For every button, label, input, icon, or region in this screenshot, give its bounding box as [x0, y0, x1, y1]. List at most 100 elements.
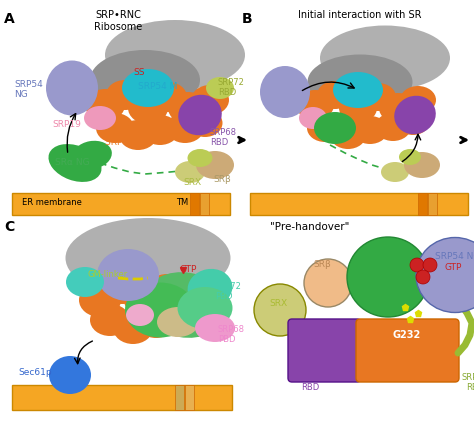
Text: SRP RNA: SRP RNA: [389, 373, 426, 382]
Ellipse shape: [147, 274, 187, 306]
Ellipse shape: [423, 258, 437, 272]
Ellipse shape: [97, 249, 159, 301]
Ellipse shape: [400, 86, 436, 114]
Ellipse shape: [105, 20, 245, 90]
Text: B: B: [242, 12, 253, 26]
Ellipse shape: [141, 115, 179, 145]
Text: SRP68
RBD: SRP68 RBD: [210, 128, 237, 148]
Bar: [12, 193, 230, 215]
Ellipse shape: [168, 284, 208, 316]
Text: SRP•RNC
Ribosome: SRP•RNC Ribosome: [94, 10, 142, 32]
Ellipse shape: [119, 120, 157, 150]
Ellipse shape: [399, 149, 421, 165]
Ellipse shape: [126, 304, 154, 326]
Ellipse shape: [102, 272, 142, 304]
Text: GTP: GTP: [180, 265, 197, 274]
Ellipse shape: [296, 90, 334, 120]
Ellipse shape: [125, 282, 195, 338]
Ellipse shape: [320, 25, 450, 90]
Ellipse shape: [333, 72, 383, 108]
Ellipse shape: [404, 152, 440, 178]
Ellipse shape: [360, 83, 396, 111]
Text: SRP54 NG: SRP54 NG: [435, 252, 474, 261]
Ellipse shape: [195, 314, 235, 342]
Ellipse shape: [352, 116, 388, 144]
Ellipse shape: [189, 280, 227, 310]
Text: "Pre-handover": "Pre-handover": [270, 222, 350, 232]
Text: SRβ: SRβ: [313, 260, 331, 269]
Ellipse shape: [113, 312, 153, 344]
Bar: [250, 193, 468, 215]
Text: Sec61p: Sec61p: [18, 368, 52, 377]
Ellipse shape: [96, 113, 134, 143]
Ellipse shape: [339, 93, 377, 123]
Ellipse shape: [49, 356, 91, 394]
Ellipse shape: [381, 162, 409, 182]
Text: SRP72
RBD: SRP72 RBD: [462, 373, 474, 392]
Text: SRβ: SRβ: [213, 175, 231, 184]
Bar: [418, 193, 427, 215]
Text: SRP72
RBD: SRP72 RBD: [218, 78, 245, 98]
Text: Initial interaction with SR: Initial interaction with SR: [298, 10, 422, 20]
Ellipse shape: [188, 109, 222, 137]
Ellipse shape: [396, 109, 429, 135]
Ellipse shape: [188, 149, 212, 167]
Ellipse shape: [314, 112, 356, 144]
Ellipse shape: [410, 258, 424, 272]
Ellipse shape: [206, 77, 234, 99]
Ellipse shape: [375, 113, 411, 141]
Text: SRα NG: SRα NG: [55, 158, 90, 167]
FancyBboxPatch shape: [288, 319, 361, 382]
Ellipse shape: [106, 80, 144, 110]
Bar: [12, 385, 232, 410]
Text: SRP54 M: SRP54 M: [138, 82, 177, 91]
Text: SRP72
PBD: SRP72 PBD: [215, 282, 242, 301]
Text: SRX: SRX: [183, 178, 201, 187]
Ellipse shape: [394, 96, 436, 134]
Ellipse shape: [128, 92, 168, 124]
Ellipse shape: [177, 287, 233, 329]
Ellipse shape: [196, 151, 234, 179]
Ellipse shape: [416, 270, 430, 284]
Text: A: A: [4, 12, 15, 26]
Ellipse shape: [159, 303, 197, 333]
Text: GM-linker: GM-linker: [88, 270, 128, 279]
Ellipse shape: [157, 307, 199, 337]
Ellipse shape: [46, 61, 98, 115]
Ellipse shape: [48, 144, 101, 182]
Bar: [185, 385, 194, 410]
Ellipse shape: [168, 92, 208, 124]
Text: SRP19: SRP19: [52, 120, 81, 129]
Bar: [175, 385, 184, 410]
Ellipse shape: [90, 304, 130, 336]
Ellipse shape: [308, 55, 412, 109]
Bar: [200, 193, 209, 215]
Ellipse shape: [149, 82, 187, 112]
Text: SRα NG: SRα NG: [371, 253, 405, 262]
Ellipse shape: [166, 113, 204, 143]
Ellipse shape: [254, 284, 306, 336]
Ellipse shape: [304, 259, 352, 307]
Ellipse shape: [299, 107, 327, 129]
Ellipse shape: [136, 306, 176, 338]
Ellipse shape: [65, 218, 230, 298]
Ellipse shape: [143, 272, 227, 338]
Text: SS: SS: [133, 68, 145, 77]
Ellipse shape: [90, 50, 200, 110]
Ellipse shape: [379, 93, 417, 123]
Bar: [428, 193, 437, 215]
Ellipse shape: [330, 121, 366, 149]
Ellipse shape: [416, 237, 474, 312]
Text: C: C: [4, 220, 14, 234]
Ellipse shape: [191, 85, 229, 115]
Text: GTP: GTP: [445, 263, 462, 273]
Ellipse shape: [124, 283, 166, 317]
Ellipse shape: [317, 81, 353, 109]
Ellipse shape: [79, 283, 121, 317]
Ellipse shape: [85, 89, 125, 121]
Ellipse shape: [175, 161, 205, 183]
Ellipse shape: [178, 95, 222, 135]
Ellipse shape: [72, 141, 112, 169]
Text: SRX: SRX: [269, 298, 287, 307]
Text: SRP54
NG: SRP54 NG: [14, 80, 43, 99]
